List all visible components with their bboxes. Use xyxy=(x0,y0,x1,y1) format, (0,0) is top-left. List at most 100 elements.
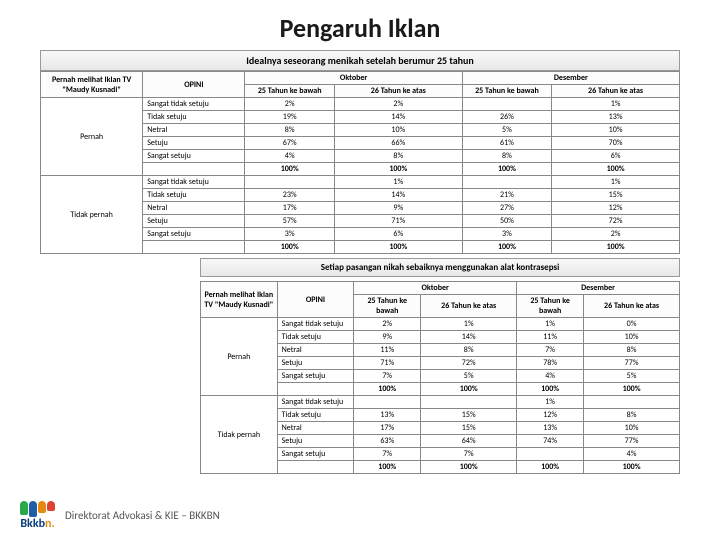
page-title: Pengaruh Iklan xyxy=(0,0,720,50)
data-cell xyxy=(421,396,517,409)
data-cell: 14% xyxy=(334,189,462,202)
data-cell: 66% xyxy=(334,137,462,150)
data-cell: 15% xyxy=(552,189,680,202)
table1-rowhead2: OPINI xyxy=(143,72,245,98)
opini-label: Tidak setuju xyxy=(277,331,354,344)
data-cell: 71% xyxy=(354,357,421,370)
data-cell: 100% xyxy=(462,163,551,176)
data-cell: 71% xyxy=(334,215,462,228)
data-cell: 100% xyxy=(584,461,680,474)
data-cell: 27% xyxy=(462,202,551,215)
data-cell: 26% xyxy=(462,111,551,124)
data-cell: 13% xyxy=(354,409,421,422)
data-cell: 4% xyxy=(584,448,680,461)
data-cell: 1% xyxy=(517,396,584,409)
data-cell: 11% xyxy=(517,331,584,344)
opini-label: Sangat setuju xyxy=(143,150,245,163)
data-cell: 23% xyxy=(245,189,334,202)
data-cell: 3% xyxy=(245,228,334,241)
data-cell: 14% xyxy=(334,111,462,124)
footer: Bkkbn. Direktorat Advokasi & KIE – BKKBN xyxy=(20,501,220,530)
data-cell: 72% xyxy=(552,215,680,228)
group-label: Tidak pernah xyxy=(41,176,143,254)
data-cell: 7% xyxy=(354,370,421,383)
data-cell: 100% xyxy=(354,383,421,396)
data-cell: 57% xyxy=(245,215,334,228)
data-cell xyxy=(517,448,584,461)
opini-label: Netral xyxy=(277,422,354,435)
opini-label xyxy=(143,241,245,254)
table1-c4: 26 Tahun ke atas xyxy=(552,85,680,98)
opini-label: Setuju xyxy=(143,137,245,150)
opini-label: Sangat tidak setuju xyxy=(143,176,245,189)
data-cell: 100% xyxy=(334,241,462,254)
opini-label: Sangat tidak setuju xyxy=(277,318,354,331)
table2-des: Desember xyxy=(517,282,680,295)
data-cell: 100% xyxy=(354,461,421,474)
opini-label: Setuju xyxy=(277,357,354,370)
data-cell: 77% xyxy=(584,357,680,370)
table2-c2: 26 Tahun ke atas xyxy=(421,295,517,318)
opini-label: Tidak setuju xyxy=(143,111,245,124)
data-cell: 14% xyxy=(421,331,517,344)
data-cell: 70% xyxy=(552,137,680,150)
data-cell xyxy=(584,396,680,409)
data-cell: 1% xyxy=(517,318,584,331)
data-cell: 100% xyxy=(334,163,462,176)
table2-rowhead2: OPINI xyxy=(277,282,354,318)
data-cell: 100% xyxy=(552,241,680,254)
opini-label: Sangat setuju xyxy=(277,370,354,383)
data-cell: 8% xyxy=(334,150,462,163)
data-cell xyxy=(245,176,334,189)
opini-label: Netral xyxy=(143,202,245,215)
data-cell: 72% xyxy=(421,357,517,370)
data-cell: 9% xyxy=(354,331,421,344)
opini-label: Netral xyxy=(277,344,354,357)
opini-label: Setuju xyxy=(143,215,245,228)
footer-text: Direktorat Advokasi & KIE – BKKBN xyxy=(65,509,220,522)
data-cell: 15% xyxy=(421,422,517,435)
data-cell: 100% xyxy=(517,461,584,474)
data-cell: 13% xyxy=(552,111,680,124)
data-cell: 10% xyxy=(334,124,462,137)
table2-c1: 25 Tahun ke bawah xyxy=(354,295,421,318)
data-cell: 10% xyxy=(552,124,680,137)
table2-caption: Setiap pasangan nikah sebaiknya mengguna… xyxy=(200,258,680,277)
data-cell: 4% xyxy=(517,370,584,383)
opini-label: Sangat tidak setuju xyxy=(143,98,245,111)
data-cell: 100% xyxy=(421,383,517,396)
data-cell: 13% xyxy=(517,422,584,435)
data-cell: 77% xyxy=(584,435,680,448)
table1-okt: Oktober xyxy=(245,72,462,85)
table2: Pernah melihat Iklan TV "Maudy Kusnadi" … xyxy=(200,281,680,474)
table2-rowhead1: Pernah melihat Iklan TV "Maudy Kusnadi" xyxy=(201,282,278,318)
opini-label xyxy=(143,163,245,176)
data-cell: 21% xyxy=(462,189,551,202)
data-cell: 1% xyxy=(552,98,680,111)
opini-label: Tidak setuju xyxy=(143,189,245,202)
data-cell: 0% xyxy=(584,318,680,331)
data-cell: 6% xyxy=(334,228,462,241)
opini-label: Sangat setuju xyxy=(143,228,245,241)
data-cell: 10% xyxy=(584,331,680,344)
data-cell: 5% xyxy=(421,370,517,383)
data-cell: 4% xyxy=(245,150,334,163)
data-cell: 6% xyxy=(552,150,680,163)
data-cell: 1% xyxy=(334,176,462,189)
data-cell: 61% xyxy=(462,137,551,150)
data-cell: 12% xyxy=(552,202,680,215)
logo-text-main: Bkkb xyxy=(20,517,45,531)
group-label: Pernah xyxy=(41,98,143,176)
data-cell: 64% xyxy=(421,435,517,448)
table1-c3: 25 Tahun ke bawah xyxy=(462,85,551,98)
data-cell: 100% xyxy=(517,383,584,396)
data-cell: 8% xyxy=(245,124,334,137)
opini-label: Setuju xyxy=(277,435,354,448)
data-cell: 7% xyxy=(517,344,584,357)
data-cell: 50% xyxy=(462,215,551,228)
data-cell: 1% xyxy=(421,318,517,331)
data-cell: 2% xyxy=(354,318,421,331)
data-cell: 74% xyxy=(517,435,584,448)
data-cell: 100% xyxy=(462,241,551,254)
table1-des: Desember xyxy=(462,72,679,85)
